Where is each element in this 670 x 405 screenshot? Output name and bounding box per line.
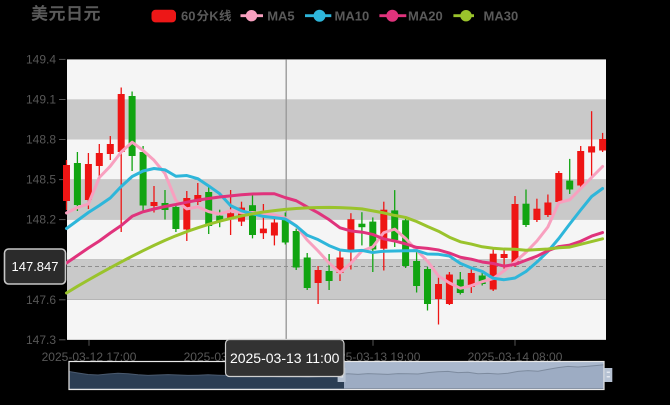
- svg-text:147.847: 147.847: [12, 259, 59, 274]
- svg-text:149.1: 149.1: [26, 93, 56, 107]
- svg-text:K: K: [209, 8, 219, 23]
- svg-text:MA5: MA5: [267, 8, 294, 23]
- svg-text:2025-03-13 11:00: 2025-03-13 11:00: [230, 350, 340, 366]
- svg-text:2025-03-12 17:00: 2025-03-12 17:00: [42, 350, 137, 364]
- svg-text:149.4: 149.4: [26, 52, 56, 66]
- svg-text:2025-03-13 19:00: 2025-03-13 19:00: [326, 350, 421, 364]
- svg-text:60: 60: [181, 8, 195, 23]
- svg-text:147.3: 147.3: [26, 333, 56, 347]
- svg-text:147.6: 147.6: [26, 293, 56, 307]
- svg-text:MA10: MA10: [335, 8, 370, 23]
- svg-text:MA20: MA20: [408, 8, 443, 23]
- svg-text:2025-03-14 08:00: 2025-03-14 08:00: [468, 350, 563, 364]
- svg-text:148.8: 148.8: [26, 133, 56, 147]
- svg-text:148.5: 148.5: [26, 173, 56, 187]
- svg-text:148.2: 148.2: [26, 213, 56, 227]
- svg-text:MA30: MA30: [484, 8, 519, 23]
